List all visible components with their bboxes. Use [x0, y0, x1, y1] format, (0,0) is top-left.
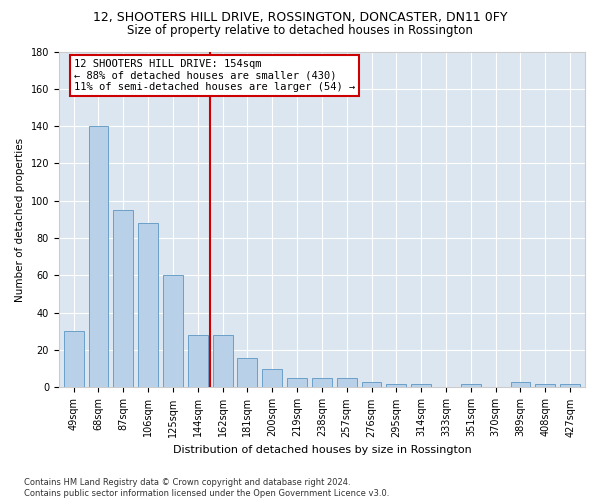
Bar — [461, 384, 481, 388]
Bar — [238, 358, 257, 388]
Text: Size of property relative to detached houses in Rossington: Size of property relative to detached ho… — [127, 24, 473, 37]
Bar — [511, 382, 530, 388]
Bar — [411, 384, 431, 388]
Bar — [113, 210, 133, 388]
Bar — [89, 126, 109, 388]
Bar — [212, 335, 233, 388]
Bar — [287, 378, 307, 388]
Bar — [560, 384, 580, 388]
Text: Contains HM Land Registry data © Crown copyright and database right 2024.
Contai: Contains HM Land Registry data © Crown c… — [24, 478, 389, 498]
Bar — [138, 223, 158, 388]
Bar — [262, 369, 282, 388]
X-axis label: Distribution of detached houses by size in Rossington: Distribution of detached houses by size … — [173, 445, 471, 455]
Y-axis label: Number of detached properties: Number of detached properties — [15, 138, 25, 302]
Bar — [386, 384, 406, 388]
Bar — [64, 332, 83, 388]
Text: 12, SHOOTERS HILL DRIVE, ROSSINGTON, DONCASTER, DN11 0FY: 12, SHOOTERS HILL DRIVE, ROSSINGTON, DON… — [93, 11, 507, 24]
Bar — [362, 382, 382, 388]
Text: 12 SHOOTERS HILL DRIVE: 154sqm
← 88% of detached houses are smaller (430)
11% of: 12 SHOOTERS HILL DRIVE: 154sqm ← 88% of … — [74, 59, 355, 92]
Bar — [312, 378, 332, 388]
Bar — [163, 276, 183, 388]
Bar — [188, 335, 208, 388]
Bar — [337, 378, 356, 388]
Bar — [535, 384, 555, 388]
